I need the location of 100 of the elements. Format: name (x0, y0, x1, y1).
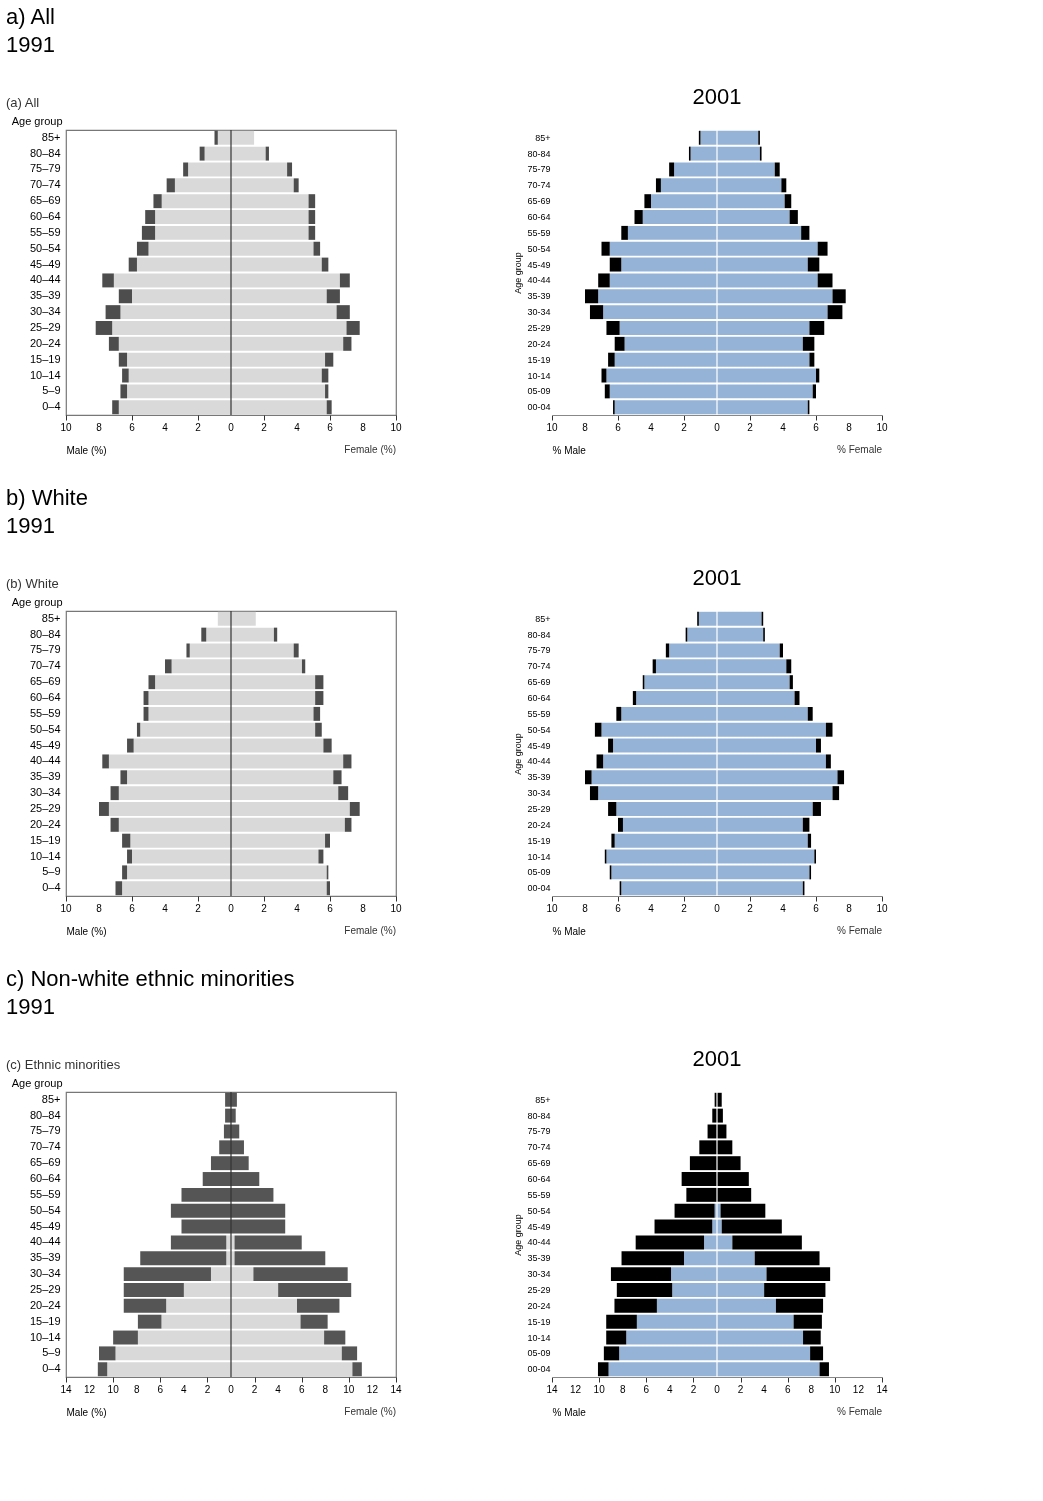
y-axis-title: Age group (513, 252, 524, 294)
chart-subtitle: 1991 (6, 994, 55, 1019)
bar (717, 336, 803, 351)
y-tick-label: 30-34 (527, 307, 551, 318)
y-tick-label: 35-39 (527, 772, 551, 783)
y-axis-title: Age group (513, 733, 524, 775)
x-tick-label: 6 (813, 903, 820, 914)
bar (140, 722, 231, 737)
bar (634, 210, 643, 224)
bar (161, 1314, 231, 1329)
text: % Female (836, 444, 883, 455)
y-tick-label: 50–54 (29, 241, 61, 254)
x-tick-label: 8 (360, 422, 367, 433)
y-tick-label: 20–24 (29, 817, 61, 830)
bar (832, 786, 840, 801)
y-tick-label: 55-59 (527, 1189, 551, 1200)
bar (315, 675, 324, 690)
bar (99, 802, 109, 816)
y-tick-label: 15-19 (527, 354, 551, 365)
bar (717, 1187, 752, 1202)
bar (318, 849, 324, 864)
bar (614, 1298, 657, 1313)
bar (166, 1298, 231, 1313)
bar (293, 643, 299, 658)
bar (165, 659, 172, 674)
bar (652, 659, 656, 674)
y-tick-label: 80-84 (527, 1110, 551, 1121)
x-tick-label: 14 (876, 1384, 888, 1395)
y-tick-label: 40-44 (527, 275, 551, 286)
bar (120, 305, 231, 320)
x-tick-label: 2 (261, 903, 268, 914)
x-tick-label: 6 (129, 422, 136, 433)
x-tick-label: 2 (681, 422, 688, 433)
bar (717, 1267, 767, 1282)
y-tick-label: 80-84 (527, 148, 551, 159)
y-tick-label: 60–64 (29, 691, 61, 704)
bar (141, 225, 156, 240)
bar (336, 305, 350, 320)
x-tick-label: 4 (648, 422, 655, 433)
bar (148, 706, 231, 721)
bar (717, 1283, 765, 1297)
bar (789, 210, 798, 224)
bar (766, 1267, 831, 1282)
x-tick-label: 2 (681, 903, 688, 914)
bar (210, 1156, 231, 1171)
y-tick-label: 65-69 (527, 677, 551, 688)
x-tick-label: 10 (546, 422, 558, 433)
bar (717, 833, 808, 848)
y-tick-label: 00-04 (527, 1364, 551, 1375)
bar (614, 336, 625, 351)
bar (118, 817, 231, 832)
y-tick-label: 00-04 (527, 402, 551, 413)
bar (155, 675, 231, 690)
bar (231, 1172, 260, 1186)
bar (231, 1156, 249, 1171)
bar (308, 225, 316, 240)
bar (122, 833, 131, 848)
bar (717, 881, 803, 896)
x-tick-label: 2 (690, 1384, 697, 1395)
bar (825, 754, 831, 769)
y-tick-label: 65–69 (29, 675, 61, 688)
y-tick-label: 05-09 (527, 867, 551, 878)
y-tick-label: 25–29 (29, 801, 61, 814)
text: % Female (836, 925, 883, 936)
text: Female (%) (344, 925, 396, 936)
y-tick-label: 60-64 (527, 1174, 551, 1185)
bar (231, 881, 327, 896)
bar (231, 289, 327, 304)
bar (127, 352, 231, 367)
y-tick-label: 05-09 (527, 1348, 551, 1359)
bar (120, 770, 128, 785)
y-axis-title: Age group (11, 595, 63, 608)
bar (231, 1187, 274, 1202)
text: (c) Ethnic minorities (6, 1057, 121, 1072)
y-tick-label: 20-24 (527, 1300, 551, 1311)
y-tick-label: 75-79 (527, 1126, 551, 1137)
bar (720, 1203, 766, 1218)
bar (793, 1314, 822, 1329)
bar (717, 178, 782, 193)
bar (231, 770, 334, 785)
bar (809, 352, 815, 367)
x-tick-label: 6 (327, 903, 334, 914)
chart-title: 2001 (692, 84, 742, 110)
y-tick-label: 85+ (41, 1092, 61, 1105)
chart-title: a) All (6, 4, 55, 29)
y-tick-label: 50–54 (29, 722, 61, 735)
bar (717, 659, 787, 674)
bar (123, 1267, 211, 1282)
bar (802, 336, 815, 351)
bar (656, 1298, 717, 1313)
bar (346, 321, 360, 335)
bar (278, 1283, 352, 1297)
bar (148, 241, 231, 256)
bar (153, 194, 162, 209)
x-tick-label: 2 (747, 903, 754, 914)
x-tick-label: 10 (876, 903, 888, 914)
bar (123, 1298, 167, 1313)
text: Female (%) (344, 444, 396, 455)
bar (837, 770, 845, 785)
bar (589, 786, 599, 801)
